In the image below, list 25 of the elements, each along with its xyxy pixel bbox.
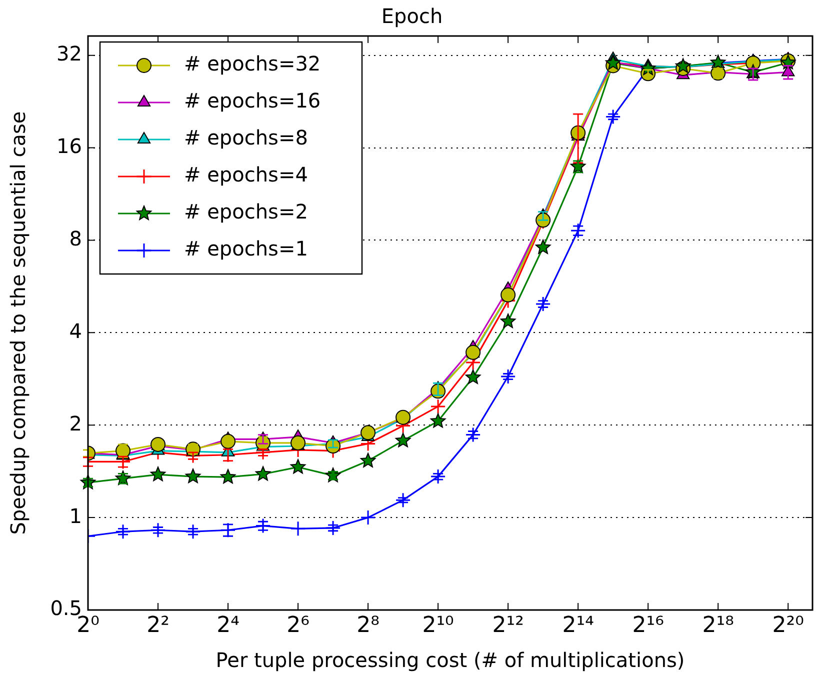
- y-tick-label: 4: [69, 318, 82, 343]
- x-tick-label: 2¹⁰: [422, 612, 454, 638]
- legend-label: # epochs=1: [184, 236, 308, 261]
- x-tick-label: 2¹⁴: [562, 612, 594, 638]
- x-tick-label: 2¹⁸: [702, 612, 734, 638]
- x-tick-label: 2⁶: [286, 612, 310, 638]
- x-axis-title: Per tuple processing cost (# of multiplications): [216, 648, 685, 672]
- y-tick-label: 8: [69, 226, 82, 250]
- y-axis-title: Speedup compared to the sequential case: [6, 111, 30, 535]
- legend-label: # epochs=32: [184, 52, 321, 76]
- chart-title: Epoch: [381, 4, 443, 28]
- y-tick-label: 32: [56, 42, 82, 66]
- legend-label: # epochs=16: [184, 88, 321, 113]
- legend-label: # epochs=4: [184, 162, 308, 187]
- y-tick-label: 16: [56, 134, 82, 158]
- y-tick-label: 1: [69, 504, 82, 528]
- x-tick-label: 2⁸: [356, 612, 380, 638]
- legend-label: # epochs=2: [184, 200, 308, 224]
- x-tick-label: 2⁴: [216, 612, 240, 638]
- legend-label: # epochs=8: [184, 126, 308, 150]
- x-tick-label: 2²: [146, 612, 170, 638]
- x-tick-label: 2¹²: [492, 612, 524, 638]
- x-tick-label: 2¹⁶: [632, 612, 664, 638]
- y-tick-label: 2: [69, 411, 82, 436]
- x-tick-label: 2²⁰: [772, 612, 804, 638]
